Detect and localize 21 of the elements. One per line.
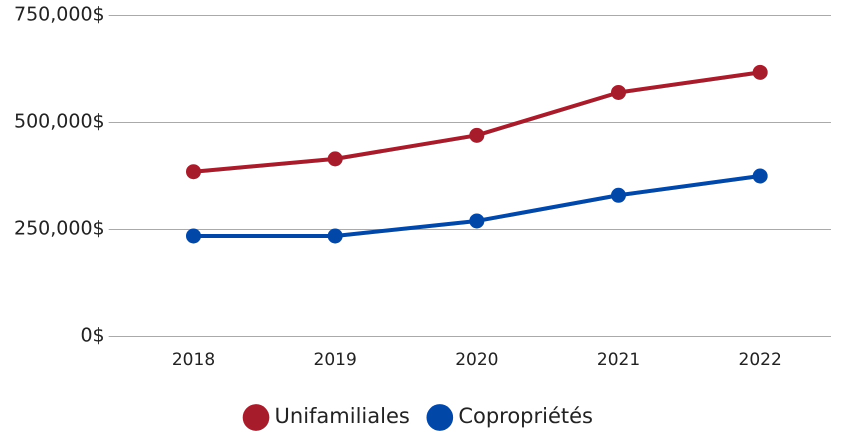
- y-tick-label: 500,000$: [14, 110, 105, 132]
- point: [752, 168, 768, 184]
- x-tick-label: 2019: [314, 350, 357, 370]
- point: [610, 84, 626, 100]
- point: [328, 228, 343, 244]
- y-tick-label: 750,000$: [14, 3, 105, 26]
- x-tick-label: 2021: [596, 350, 640, 370]
- point: [469, 213, 484, 228]
- y-tick-label: 250,000$: [14, 217, 105, 240]
- point: [469, 128, 484, 143]
- point: [752, 64, 768, 80]
- y-tick-label: 0$: [80, 324, 105, 347]
- point: [610, 188, 626, 203]
- legend-label: Unifamiliales: [274, 404, 410, 428]
- legend-label: Copropriétés: [458, 404, 593, 428]
- point: [186, 164, 201, 180]
- point: [186, 228, 201, 244]
- x-tick-label: 2018: [172, 350, 216, 370]
- x-tick-label: 2022: [738, 350, 782, 370]
- x-tick-label: 2020: [455, 350, 498, 370]
- point: [328, 151, 343, 166]
